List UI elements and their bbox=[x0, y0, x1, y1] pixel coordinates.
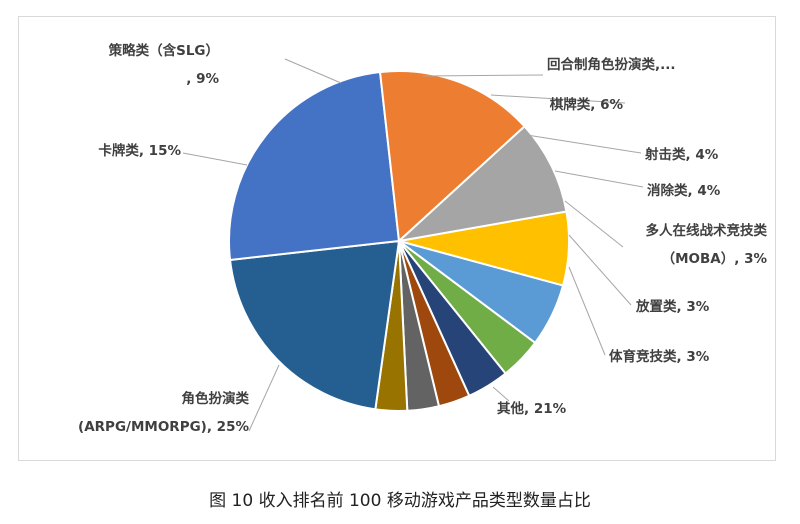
data-label: 其他, 21% bbox=[497, 400, 567, 417]
pie-slice bbox=[228, 70, 401, 262]
data-label: 多人在线战术竞技类（MOBA）, 3% bbox=[646, 222, 768, 267]
data-label: 策略类（含SLG）, 9% bbox=[109, 42, 220, 87]
figure-caption: 图 10 收入排名前 100 移动游戏产品类型数量占比 bbox=[209, 491, 591, 511]
data-label: 消除类, 4% bbox=[647, 182, 721, 199]
data-label: 卡牌类, 15% bbox=[98, 142, 181, 159]
leader-line bbox=[568, 266, 606, 356]
leader-line bbox=[526, 134, 642, 154]
data-label: 角色扮演类(ARPG/MMORPG), 25% bbox=[78, 390, 249, 435]
leader-line bbox=[490, 94, 626, 104]
chart-frame: 回合制角色扮演类,... 棋牌类, 6% 射击类, 4% 消除类, 4% 多人在线战术竞… bbox=[18, 16, 776, 461]
pie-slice bbox=[228, 239, 401, 411]
data-label: 棋牌类, 6% bbox=[550, 96, 624, 113]
leader-line bbox=[492, 386, 510, 402]
pie-chart: 回合制角色扮演类,... 棋牌类, 6% 射击类, 4% 消除类, 4% 多人在线战术竞… bbox=[78, 42, 768, 435]
leader-line bbox=[554, 170, 644, 188]
pie-slice bbox=[378, 70, 526, 244]
leader-line bbox=[422, 74, 544, 77]
pie-slice bbox=[395, 124, 568, 243]
leader-line bbox=[284, 58, 342, 84]
leader-line bbox=[248, 364, 280, 432]
leader-line bbox=[564, 200, 624, 248]
leader-line bbox=[568, 234, 632, 306]
data-label: 射击类, 4% bbox=[644, 146, 719, 163]
data-label: 放置类, 3% bbox=[635, 298, 710, 315]
data-label: 回合制角色扮演类,... bbox=[547, 56, 676, 73]
leader-line bbox=[182, 152, 248, 166]
data-label: 体育竞技类, 3% bbox=[609, 348, 710, 365]
